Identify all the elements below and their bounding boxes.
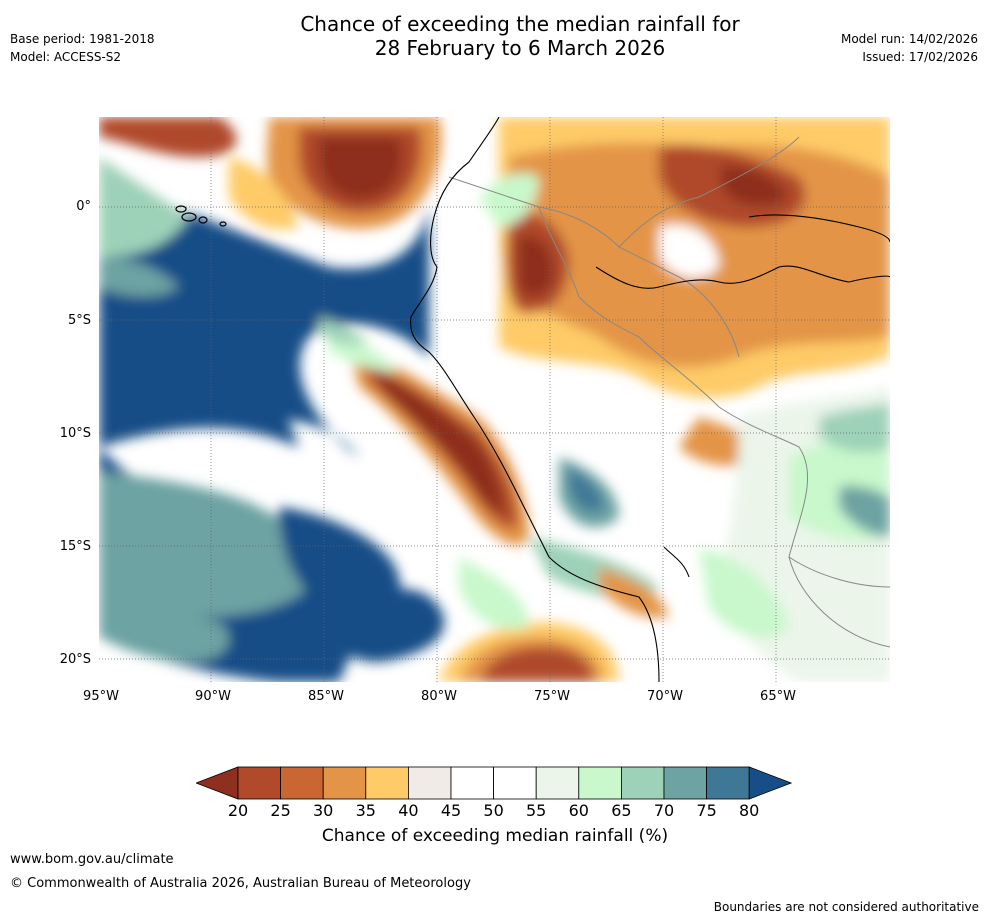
lat-label-15s: 15°S (59, 539, 91, 554)
colorbar-tick-label: 50 (483, 801, 504, 820)
colorbar-box (322, 766, 367, 800)
colorbar-label: Chance of exceeding median rainfall (%) (321, 826, 669, 846)
colorbar-box (237, 766, 281, 800)
rainfall-map (99, 117, 890, 682)
lon-label-65w: 65°W (760, 689, 796, 704)
footer-copyright: © Commonwealth of Australia 2026, Austra… (10, 876, 471, 891)
lon-label-75w: 75°W (534, 689, 570, 704)
title-line-2: 28 February to 6 March 2026 (374, 36, 666, 60)
colorbar-box (280, 766, 324, 800)
colorbar-box (620, 766, 665, 800)
colorbar-tick-label: 65 (611, 801, 632, 820)
model-run-text: Model run: 14/02/2026 (840, 32, 978, 46)
base-period-text: Base period: 1981-2018 (10, 32, 155, 46)
colorbar-box (663, 766, 707, 800)
meta-right: Model run: 14/02/2026 Issued: 17/02/2026 (841, 32, 978, 68)
colorbar-tick-label: 30 (313, 801, 334, 820)
colorbar-tick-label: 60 (568, 801, 589, 820)
meta-left: Base period: 1981-2018 Model: ACCESS-S2 (10, 32, 155, 68)
colorbar-tick-label: 35 (355, 801, 376, 820)
lat-label-10s: 10°S (59, 426, 91, 441)
footer-url: www.bom.gov.au/climate (10, 852, 174, 867)
footer-note: Boundaries are not considered authoritat… (713, 900, 979, 914)
colorbar-tick-label: 70 (653, 801, 675, 820)
lon-label-90w: 90°W (195, 689, 231, 704)
lon-label-85w: 85°W (308, 689, 344, 704)
colorbar-tick-label: 80 (739, 801, 760, 820)
colorbar-cap-high (748, 766, 793, 800)
chart-title: Chance of exceeding the median rainfall … (0, 12, 988, 60)
colorbar-cap-low (196, 766, 239, 800)
colorbar-tick-label: 75 (696, 801, 717, 820)
colorbar-box (493, 766, 537, 800)
issued-text: Issued: 17/02/2026 (862, 50, 978, 64)
colorbar-tick-label: 45 (440, 801, 462, 820)
lat-label-20s: 20°S (59, 652, 91, 667)
colorbar-box (706, 766, 750, 800)
colorbar-box (535, 766, 580, 800)
colorbar-tick-label: 55 (526, 801, 547, 820)
title-line-1: Chance of exceeding the median rainfall … (300, 12, 740, 36)
colorbar-tick-label: 25 (270, 801, 291, 820)
lat-label-0: 0° (76, 199, 91, 214)
colorbar-box (450, 766, 494, 800)
lon-label-70w: 70°W (647, 689, 683, 704)
rainfall-map-canvas (99, 117, 890, 682)
colorbar-box (407, 766, 452, 800)
lon-label-95w: 95°W (83, 689, 119, 704)
model-text: Model: ACCESS-S2 (10, 50, 122, 64)
lon-label-80w: 80°W (421, 689, 457, 704)
colorbar-tick-label: 20 (227, 801, 249, 820)
colorbar-box (365, 766, 409, 800)
lat-label-5s: 5°S (67, 313, 91, 328)
colorbar-tick-label: 40 (398, 801, 419, 820)
colorbar (196, 766, 793, 800)
colorbar-box (578, 766, 622, 800)
